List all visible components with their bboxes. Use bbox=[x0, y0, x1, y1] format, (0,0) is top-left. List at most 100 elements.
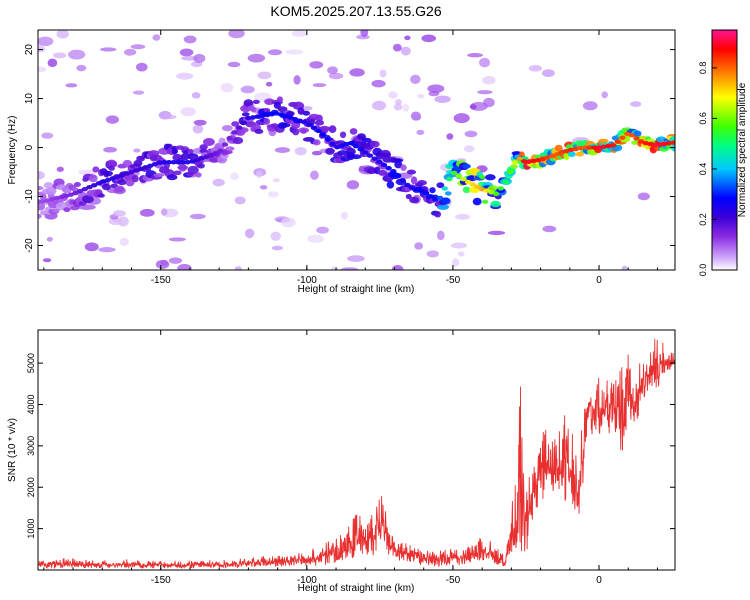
spectrogram-ridge-core bbox=[76, 188, 84, 194]
spectrogram-ridge-blob bbox=[292, 128, 300, 136]
spectrogram-ridge-blob bbox=[318, 125, 331, 132]
spectrogram-ridge-core bbox=[380, 162, 388, 168]
spectrogram-noise-blob bbox=[180, 107, 196, 117]
spectrogram-noise-blob bbox=[479, 57, 490, 68]
spectrogram-ridge-blob bbox=[440, 197, 451, 205]
spectrogram-noise-blob bbox=[637, 192, 650, 201]
spectrogram-ridge-blob bbox=[114, 185, 125, 193]
spectrogram-noise-blob bbox=[38, 36, 54, 47]
spectrogram-noise-blob bbox=[257, 71, 272, 80]
spectrogram-noise-blob bbox=[601, 91, 608, 99]
spectrogram-ridge-blob bbox=[406, 169, 417, 175]
colorbar-tick-label: 0.0 bbox=[698, 264, 708, 277]
spectrogram-noise-blob bbox=[191, 92, 201, 99]
spectrogram-noise-blob bbox=[427, 84, 445, 93]
spectrogram-ridge-blob bbox=[325, 147, 335, 155]
spectrogram-ridge-blob bbox=[197, 163, 205, 169]
spectrogram-ridge-core bbox=[390, 169, 397, 174]
spectrogram-ridge-blob bbox=[263, 118, 271, 125]
spectrogram-ylabel: Frequency (Hz) bbox=[7, 116, 18, 185]
spectrogram-noise-blob bbox=[630, 101, 642, 107]
spectrogram-ridge-core bbox=[161, 160, 168, 165]
spectrogram-noise-blob bbox=[410, 74, 421, 85]
spectrogram-noise-blob bbox=[291, 30, 308, 37]
spectrogram-ridge-blob bbox=[40, 210, 47, 216]
spectrogram-ridge-blob bbox=[250, 106, 257, 113]
spectrogram-xtick-label: -100 bbox=[297, 275, 317, 286]
spectrogram-ridge-blob bbox=[187, 165, 199, 175]
spectrogram-ridge-blob bbox=[71, 187, 79, 192]
spectrogram-noise-blob bbox=[412, 114, 422, 121]
spectrogram-noise-blob bbox=[469, 104, 477, 110]
spectrogram-noise-blob bbox=[234, 266, 242, 270]
spectrogram-noise-blob bbox=[234, 196, 246, 205]
spectrogram-ridge-core bbox=[418, 188, 425, 194]
spectrogram-ridge-blob bbox=[131, 175, 139, 183]
spectrogram-ridge-core bbox=[651, 142, 659, 147]
spectrogram-noise-blob bbox=[230, 172, 239, 181]
spectrogram-noise-blob bbox=[265, 81, 273, 87]
spectrogram-ridge-core bbox=[446, 176, 453, 182]
spectrogram-ridge-blob bbox=[378, 169, 387, 176]
spectrogram-noise-blob bbox=[271, 245, 284, 251]
spectrogram-ridge-core bbox=[581, 145, 589, 150]
spectrogram-ridge-blob bbox=[171, 148, 179, 155]
spectrogram-ridge-blob bbox=[656, 136, 667, 143]
spectrogram-ridge-blob bbox=[117, 179, 127, 186]
spectrogram-noise-blob bbox=[542, 225, 557, 233]
snr-xtick-label: -50 bbox=[446, 575, 461, 586]
spectrogram-noise-blob bbox=[139, 208, 155, 217]
snr-xlabel: Height of straight line (km) bbox=[298, 583, 415, 594]
spectrogram-noise-blob bbox=[274, 147, 291, 153]
spectrogram-noise-blob bbox=[192, 124, 204, 134]
spectrogram-ridge-core bbox=[427, 194, 434, 199]
spectrogram-noise-blob bbox=[395, 98, 402, 106]
spectrogram-ridge-blob bbox=[462, 163, 471, 169]
spectrogram-ridge-blob bbox=[231, 121, 240, 127]
spectrogram-noise-blob bbox=[528, 65, 543, 72]
spectrogram-ridge-blob bbox=[97, 193, 105, 198]
spectrogram-ridge-blob bbox=[484, 174, 496, 181]
spectrogram-ridge-core bbox=[357, 147, 364, 152]
spectrogram-noise-blob bbox=[132, 90, 145, 95]
spectrogram-ridge-core bbox=[310, 125, 318, 130]
spectrogram-noise-blob bbox=[259, 185, 268, 190]
spectrogram-ridge-core bbox=[591, 145, 598, 150]
spectrogram-noise-blob bbox=[244, 228, 255, 239]
colorbar-tick-label: 0.8 bbox=[698, 62, 708, 75]
spectrogram-ridge-core bbox=[90, 183, 98, 188]
spectrogram-ridge-blob bbox=[346, 147, 356, 156]
spectrogram-noise-blob bbox=[487, 230, 506, 236]
spectrogram-noise-blob bbox=[360, 30, 369, 38]
spectrogram-ridge-blob bbox=[394, 160, 403, 169]
spectrogram-noise-blob bbox=[482, 75, 496, 85]
spectrogram-ridge-blob bbox=[276, 96, 284, 103]
spectrogram-ridge-core bbox=[371, 156, 378, 161]
spectrogram-noise-blob bbox=[426, 250, 439, 258]
spectrogram-noise-blob bbox=[212, 178, 225, 187]
spectrogram-ridge-core bbox=[226, 136, 233, 141]
spectrogram-noise-blob bbox=[112, 210, 126, 217]
spectrogram-noise-blob bbox=[450, 242, 467, 249]
spectrogram-noise-blob bbox=[155, 259, 170, 269]
spectrogram-ridge-blob bbox=[633, 130, 642, 137]
spectrogram-noise-blob bbox=[119, 237, 129, 246]
spectrogram-ridge-core bbox=[460, 176, 467, 182]
spectrogram-noise-blob bbox=[177, 263, 192, 270]
spectrogram-noise-blob bbox=[312, 83, 327, 88]
spectrogram-ridge-blob bbox=[43, 182, 54, 189]
spectrogram-ridge-core bbox=[179, 160, 187, 165]
spectrogram-noise-blob bbox=[108, 217, 123, 226]
snr-ytick-label: 1000 bbox=[26, 519, 36, 539]
spectrogram-noise-blob bbox=[193, 119, 207, 126]
spectrogram-noise-blob bbox=[301, 106, 313, 111]
spectrogram-ridge-blob bbox=[312, 139, 321, 146]
spectrogram-noise-blob bbox=[340, 211, 348, 220]
spectrogram-noise-blob bbox=[346, 180, 360, 190]
spectrogram-noise-blob bbox=[467, 52, 483, 58]
spectrogram-ridge-core bbox=[221, 142, 229, 147]
snr-panel: -150 -100 -50 0 1000 2000 3000 4000 5000 Height … bbox=[7, 329, 676, 594]
spectrogram-noise-blob bbox=[347, 255, 365, 262]
spectrogram-noise-blob bbox=[84, 242, 99, 252]
spectrogram-noise-blob bbox=[453, 113, 470, 124]
